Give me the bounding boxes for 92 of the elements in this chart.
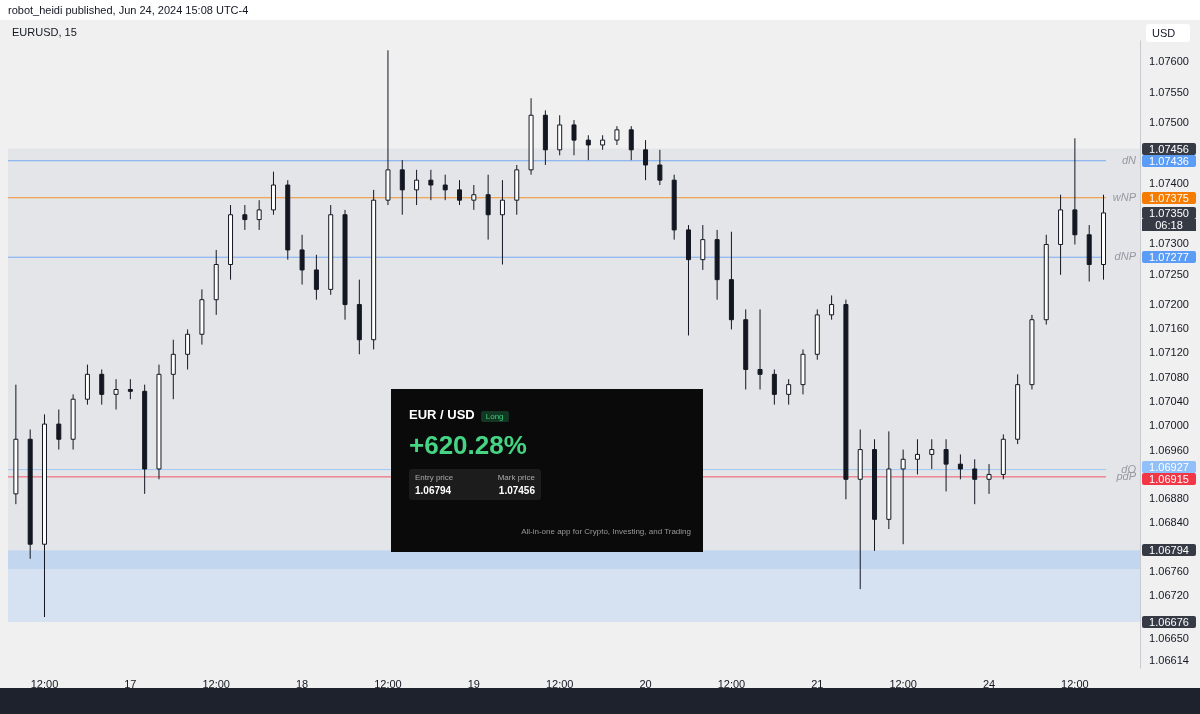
candlestick: [628, 125, 634, 161]
x-tick-label: 12:00: [202, 677, 230, 690]
candlestick: [299, 234, 305, 286]
candlestick: [428, 169, 434, 201]
y-tick-label: 1.07600: [1148, 55, 1190, 68]
x-tick-label: 12:00: [1061, 677, 1089, 690]
annotation: 1.07456: [497, 485, 535, 496]
x-tick-label: 12:00: [30, 677, 59, 690]
y-tick-label: 1.07300: [1148, 237, 1190, 250]
y-tick-label: 1.06915: [1142, 473, 1196, 486]
candlestick: [113, 378, 119, 411]
candlestick: [242, 204, 248, 231]
candlestick: [585, 134, 591, 161]
y-tick-label: 1.06880: [1148, 492, 1190, 505]
y-tick-label: 1.07040: [1148, 395, 1190, 408]
annotation: EUR / USD: [409, 407, 475, 422]
candlestick: [757, 308, 763, 390]
candlestick: [571, 119, 577, 156]
candlestick: [170, 339, 176, 400]
candlestick: [471, 184, 477, 211]
annotation: Long: [480, 411, 509, 422]
candlestick: [256, 199, 262, 231]
candlestick: [614, 125, 620, 146]
candlestick: [313, 254, 319, 301]
candlestick: [900, 449, 906, 545]
y-axis-title: USD: [1146, 24, 1190, 42]
y-tick-label: 1.07500: [1148, 115, 1190, 128]
y-tick-label: 1.06614: [1148, 653, 1190, 666]
y-tick-label: 1.07400: [1148, 176, 1190, 189]
candlestick: [56, 409, 62, 451]
candlestick: [185, 328, 191, 370]
y-tick-label: 1.07436: [1142, 154, 1196, 167]
candlestick: [485, 174, 491, 241]
candlestick: [914, 438, 920, 475]
y-tick-label: 1.06794: [1142, 544, 1196, 557]
annotation: Entry price: [415, 473, 455, 482]
candlestick: [442, 174, 448, 201]
x-tick-label: 18: [295, 677, 309, 690]
y-tick-label: 1.06760: [1148, 564, 1190, 577]
candlestick: [414, 169, 420, 206]
y-tick-label: 1.07550: [1148, 85, 1190, 98]
y-tick-label: 1.07120: [1148, 346, 1190, 359]
y-tick-label: 1.07456: [1142, 142, 1196, 155]
y-tick-label: 1.06676: [1142, 615, 1196, 628]
y-tick-label: 1.06650: [1148, 631, 1190, 644]
candlestick: [972, 458, 978, 505]
x-tick-label: 20: [639, 677, 652, 690]
candlestick: [127, 378, 133, 400]
y-tick-label: 1.07277: [1142, 251, 1196, 264]
ref-line-label: dN: [1121, 153, 1137, 166]
y-tick-label: 1.07080: [1148, 370, 1190, 383]
candlestick: [957, 453, 963, 480]
y-tick-label: 1.06840: [1148, 516, 1190, 529]
x-tick-label: 17: [124, 677, 137, 690]
y-tick-label: 1.07200: [1148, 297, 1190, 310]
candlestick: [943, 438, 949, 492]
y-tick-label: 1.07000: [1148, 419, 1190, 432]
chart-subtitle: robot_heidi published, Jun 24, 2024 15:08 UTC-4: [0, 0, 1200, 20]
chart-title: EURUSD, 15: [12, 26, 77, 38]
annotation: +620.28%: [409, 430, 528, 461]
candlestick: [929, 438, 935, 470]
annotation: 1.06794: [415, 485, 453, 496]
y-tick-label: 1.07375: [1142, 191, 1196, 204]
ref-line-label: wNP: [1112, 190, 1137, 203]
y-tick-label: 1.07350: [1142, 206, 1196, 219]
annotation: All-in-one app for Crypto, Investing, and Trading: [521, 527, 691, 536]
candlestick: [986, 463, 992, 495]
candlestick: [499, 179, 505, 265]
text: 06:18: [1142, 218, 1196, 231]
x-tick-label: 12:00: [717, 677, 746, 690]
ref-line-label: dNP: [1114, 250, 1137, 263]
candlestick: [700, 224, 706, 271]
candlestick: [399, 159, 405, 216]
x-tick-label: 12:00: [889, 677, 917, 690]
candlestick: [786, 378, 792, 406]
candlestick: [643, 139, 649, 181]
x-tick-label: 21: [811, 677, 824, 690]
candlestick: [457, 179, 463, 206]
candlestick: [829, 294, 835, 321]
y-tick-label: 1.06960: [1148, 443, 1190, 456]
annotation: Mark price: [496, 473, 535, 482]
x-tick-label: 12:00: [545, 677, 574, 690]
x-tick-label: 24: [982, 677, 996, 690]
x-tick-label: 19: [467, 677, 480, 690]
candlestick: [99, 368, 105, 406]
y-tick-label: 1.06720: [1148, 589, 1190, 602]
candlestick: [657, 149, 663, 186]
y-tick-label: 1.07250: [1148, 267, 1190, 280]
x-tick-label: 12:00: [374, 677, 402, 690]
y-tick-label: 1.07160: [1148, 322, 1190, 335]
candlestick: [771, 368, 777, 406]
y-tick-label: 1.06927: [1142, 461, 1196, 474]
